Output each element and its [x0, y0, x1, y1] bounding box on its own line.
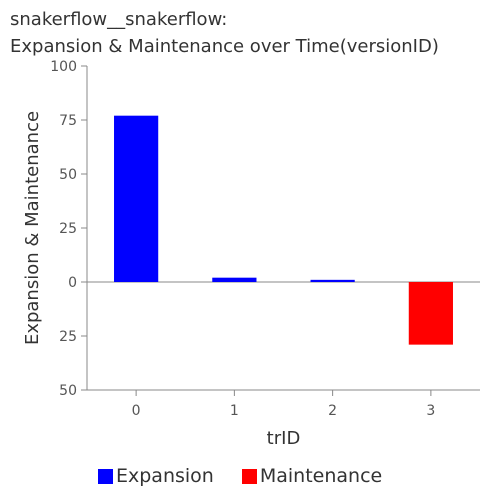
- x-tick-label: 1: [230, 403, 239, 419]
- bar-expansion-1: [212, 277, 257, 282]
- bar-expansion-0: [114, 115, 159, 283]
- legend-swatch-expansion: [98, 468, 113, 484]
- legend-label-maintenance: Maintenance: [259, 465, 383, 487]
- legend-item-maintenance[interactable]: Maintenance: [241, 465, 383, 487]
- x-axis-title: trID: [267, 428, 301, 449]
- bar-expansion-2: [310, 279, 355, 282]
- y-tick-label: 50: [59, 383, 77, 399]
- y-axis-title: Expansion & Maintenance: [22, 111, 43, 345]
- y-tick-label: 25: [59, 329, 77, 345]
- legend-swatch-maintenance: [241, 468, 257, 484]
- legend-item-expansion[interactable]: Expansion: [98, 465, 214, 487]
- y-tick-label: 0: [68, 275, 77, 291]
- bar-maintenance-3: [408, 282, 453, 345]
- legend-label-expansion: Expansion: [116, 465, 214, 487]
- y-tick-label: 100: [50, 59, 77, 75]
- y-tick-label: 75: [59, 113, 77, 129]
- x-tick-label: 3: [426, 403, 435, 419]
- chart-legend: Expansion Maintenance: [98, 465, 410, 487]
- chart-title: snakerflow__snakerflow: Expansion & Maint…: [10, 6, 439, 60]
- chart-title-line-2: Expansion & Maintenance over Time(versio…: [10, 36, 439, 57]
- x-tick-label: 0: [132, 403, 141, 419]
- y-tick-label: 25: [59, 221, 77, 237]
- chart-title-line-1: snakerflow__snakerflow:: [10, 9, 228, 30]
- y-tick-label: 50: [59, 167, 77, 183]
- x-tick-label: 2: [328, 403, 337, 419]
